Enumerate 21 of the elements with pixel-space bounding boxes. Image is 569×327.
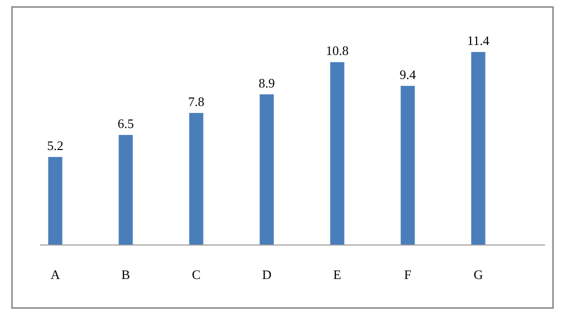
x-tick-label: E (333, 267, 342, 282)
x-tick-label: C (192, 267, 201, 282)
data-label: 7.8 (188, 94, 204, 109)
x-tick-label: B (121, 267, 130, 282)
bar (471, 52, 486, 245)
x-tick-label: F (404, 267, 412, 282)
data-label: 8.9 (258, 75, 275, 90)
data-label: 10.8 (326, 43, 349, 58)
data-label: 6.5 (118, 116, 134, 131)
data-label: 9.4 (400, 66, 416, 82)
x-tick-label: G (474, 267, 483, 282)
bar (48, 156, 62, 245)
bar (189, 112, 204, 245)
x-tick-label: A (50, 267, 61, 282)
bar (260, 94, 274, 245)
bar (330, 62, 344, 245)
x-tick-label: D (262, 267, 272, 282)
bar (400, 86, 415, 245)
data-label: 11.4 (467, 33, 490, 48)
bar (118, 134, 133, 245)
data-label: 5.2 (47, 138, 64, 153)
